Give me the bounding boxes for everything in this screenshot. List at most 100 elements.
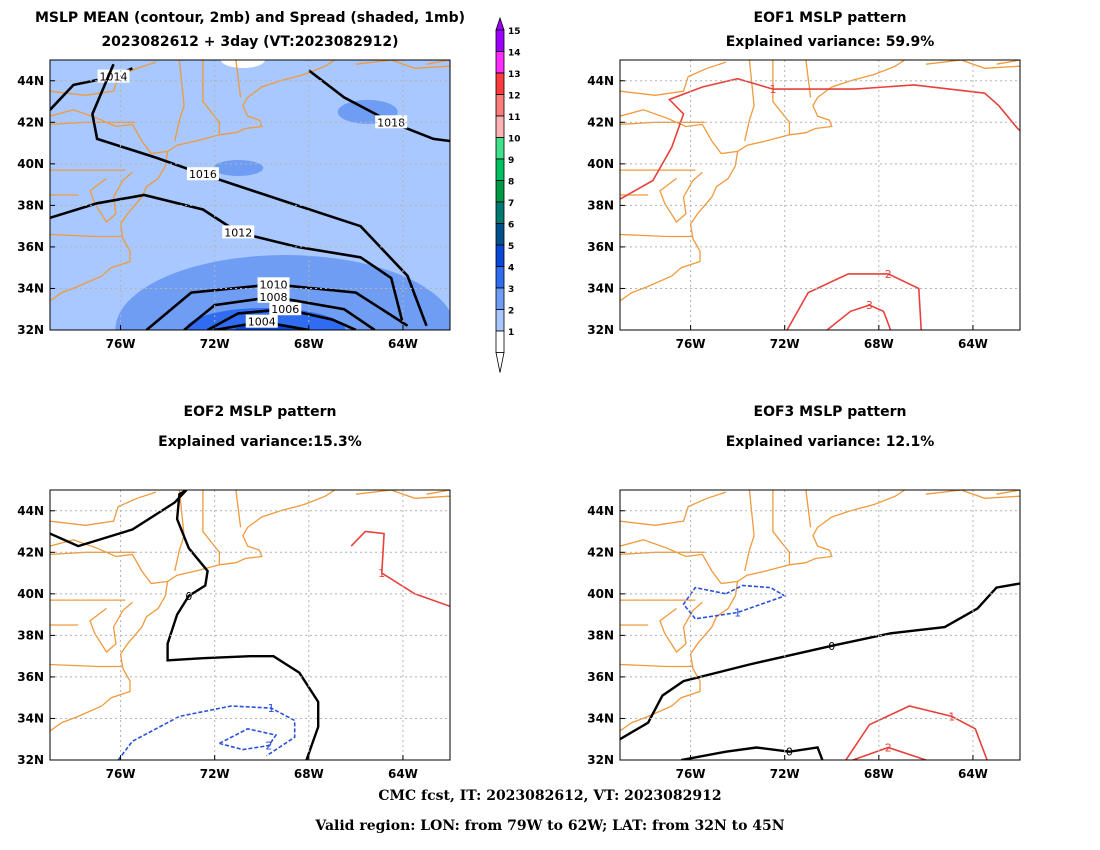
coastline (50, 663, 123, 668)
panel2-map: 1 2 3 (620, 60, 1020, 330)
y-tick-label: 40N (17, 587, 44, 601)
y-tick-label: 44N (587, 74, 614, 88)
y-tick-label: 42N (17, 545, 44, 559)
x-tick-label: 72W (200, 767, 230, 781)
colorbar-label: 15 (508, 27, 521, 37)
y-tick-label: 34N (17, 281, 44, 295)
contour-line (826, 304, 892, 330)
contour-line (117, 705, 296, 760)
coastline (620, 233, 693, 238)
colorbar-swatch (495, 330, 505, 353)
contour-label-bg (222, 225, 255, 239)
y-tick-label: 40N (17, 157, 44, 171)
spread-patch-low (220, 60, 265, 68)
panel4-map: 0 0 1 1 2 (620, 490, 1020, 760)
contour-line (1019, 197, 1020, 200)
y-tick-label: 32N (587, 323, 614, 337)
coastline (805, 490, 812, 528)
contour-line (680, 746, 824, 760)
colorbar-label: 13 (508, 70, 521, 80)
contour-label: 1010 (260, 278, 288, 291)
panel-background (50, 490, 450, 760)
y-tick-label: 44N (587, 504, 614, 518)
contour-label: 1 (268, 702, 275, 715)
colorbar-swatch (495, 115, 505, 138)
colorbar-swatch (495, 180, 505, 203)
coastline (235, 60, 242, 98)
colorbar-label: 1 (508, 328, 514, 338)
colorbar-label: 2 (508, 307, 514, 317)
colorbar-swatch (495, 137, 505, 160)
colorbar-label: 8 (508, 178, 514, 188)
contour-label: 2 (265, 739, 272, 752)
contour-label-bg (97, 69, 130, 83)
coastline (355, 60, 450, 69)
coastline (50, 581, 169, 732)
coastline (50, 490, 336, 585)
colorbar-swatch (495, 158, 505, 181)
contour-label-bg (186, 167, 219, 181)
panel1-frame (49, 59, 451, 331)
coastline (620, 663, 693, 668)
contour-line (682, 584, 787, 620)
panel-background (620, 490, 1020, 760)
y-tick-label: 44N (17, 74, 44, 88)
x-tick-label: 76W (676, 767, 706, 781)
colorbar-label: 10 (508, 135, 521, 145)
x-tick-label: 64W (958, 337, 988, 351)
colorbar-label: 5 (508, 242, 514, 252)
x-tick-label: 68W (864, 767, 894, 781)
panel3-frame (49, 489, 451, 761)
contour-label: 1 (734, 607, 741, 620)
colorbar-label: 3 (508, 285, 514, 295)
colorbar-label: 4 (508, 264, 514, 274)
y-tick-label: 36N (587, 670, 614, 684)
contour-label-bg (257, 277, 290, 291)
spread-patch (213, 160, 264, 176)
y-tick-label: 38N (587, 628, 614, 642)
contour-label: 1008 (260, 291, 288, 304)
contour-label: 1006 (271, 303, 299, 316)
y-tick-label: 34N (17, 711, 44, 725)
coastline (89, 601, 133, 653)
x-tick-label: 64W (958, 767, 988, 781)
x-tick-label: 68W (294, 337, 324, 351)
y-tick-label: 34N (587, 281, 614, 295)
colorbar-swatch (495, 72, 505, 95)
contour-line (620, 582, 1020, 741)
panel1-axes: 76W 72W 68W 64W 44N 42N 40N 38N 36N 34N 32N (17, 60, 450, 351)
coastline (174, 490, 185, 572)
coastline (50, 233, 123, 238)
x-tick-label: 76W (676, 337, 706, 351)
panel1-title-line2: 2023082612 + 3day (VT:2023082912) (101, 34, 399, 50)
coastline (355, 490, 450, 499)
colorbar: 15 14 13 12 11 10 9 8 7 6 5 4 3 2 1 (495, 16, 521, 373)
panel2-title-line2: Explained variance: 59.9% (725, 34, 935, 50)
coastline (174, 60, 185, 142)
x-tick-label: 64W (388, 767, 418, 781)
panel2-frame (619, 59, 1021, 331)
contour-label-bg (269, 302, 302, 316)
y-tick-label: 32N (17, 323, 44, 337)
contour-label: 0 (185, 590, 192, 603)
contour-label: 1012 (224, 226, 252, 239)
panel2-title-line1: EOF1 MSLP pattern (753, 10, 907, 26)
contour-line (50, 490, 320, 760)
y-tick-label: 40N (587, 157, 614, 171)
panel4-axes: 76W 72W 68W 64W 44N 42N 40N 38N 36N 34N 32N (587, 490, 1020, 781)
y-tick-label: 40N (587, 587, 614, 601)
y-tick-label: 32N (587, 753, 614, 767)
colorbar-swatch (495, 201, 505, 224)
colorbar-swatch (495, 287, 505, 310)
colorbar-label: 12 (508, 92, 521, 102)
coastline (772, 60, 791, 135)
colorbar-label: 7 (508, 199, 514, 209)
y-tick-label: 42N (17, 115, 44, 129)
y-tick-label: 42N (587, 545, 614, 559)
x-tick-label: 76W (106, 767, 136, 781)
panel4-frame (619, 489, 1021, 761)
contour-label: 3 (866, 299, 873, 312)
x-tick-label: 68W (294, 767, 324, 781)
panel-background (620, 60, 1020, 330)
